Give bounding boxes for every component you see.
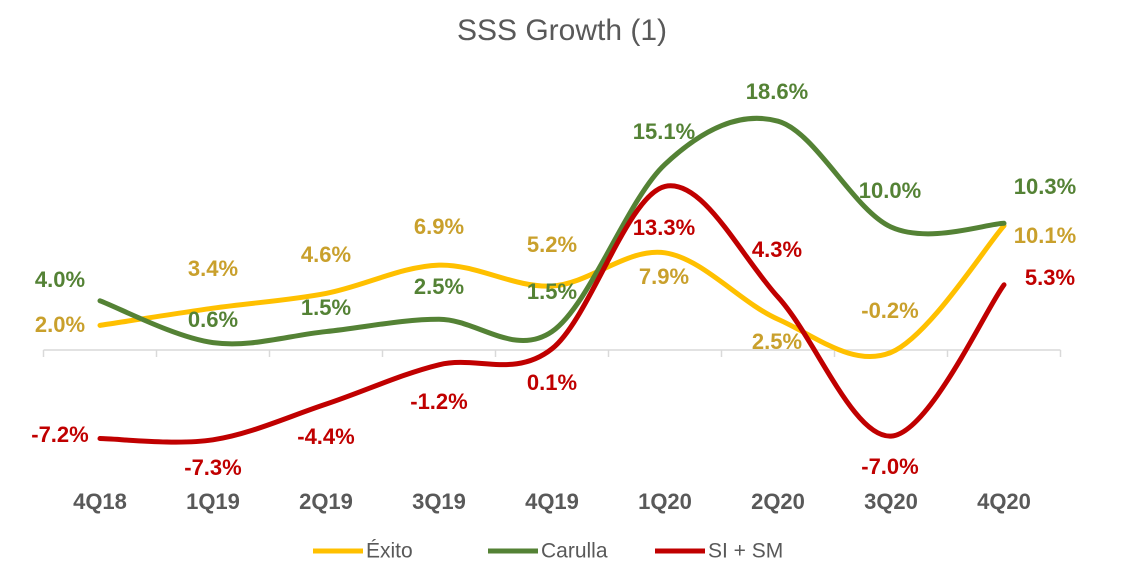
data-label: 5.2% [527, 232, 577, 257]
series-line [97, 115, 1007, 347]
data-label: 4.3% [752, 237, 802, 262]
data-label: 18.6% [746, 79, 808, 104]
series-line [97, 223, 1007, 360]
data-label: 7.9% [639, 264, 689, 289]
data-label: 10.0% [859, 178, 921, 203]
data-label: 1.5% [527, 279, 577, 304]
data-label: 13.3% [633, 215, 695, 240]
data-label: 2.5% [414, 274, 464, 299]
series-line [97, 183, 1007, 445]
x-tick-label: 2Q20 [751, 489, 805, 514]
data-label: -7.3% [184, 455, 241, 480]
legend-label: Carulla [541, 540, 608, 563]
x-tick-label: 4Q18 [73, 489, 127, 514]
data-label: 0.6% [188, 307, 238, 332]
x-tick-label: 3Q20 [864, 489, 918, 514]
data-label: -7.2% [31, 422, 88, 447]
x-tick-label: 1Q20 [638, 489, 692, 514]
data-label: -0.2% [861, 298, 918, 323]
data-label: 1.5% [301, 295, 351, 320]
data-label: 2.5% [752, 329, 802, 354]
data-label: -7.0% [861, 454, 918, 479]
x-tick-label: 3Q19 [412, 489, 466, 514]
data-label: 15.1% [633, 119, 695, 144]
data-label: 3.4% [188, 256, 238, 281]
data-label: 5.3% [1025, 265, 1075, 290]
data-label: 2.0% [35, 312, 85, 337]
x-tick-label: 1Q19 [186, 489, 240, 514]
legend-label: Éxito [366, 540, 413, 563]
x-tick-label: 2Q19 [299, 489, 353, 514]
chart-title: SSS Growth (1) [457, 14, 667, 47]
data-label: 10.3% [1014, 174, 1076, 199]
data-label: 4.0% [35, 267, 85, 292]
legend-label: SI + SM [708, 540, 783, 563]
data-label: 0.1% [527, 370, 577, 395]
data-label: -4.4% [297, 424, 354, 449]
data-label: 6.9% [414, 214, 464, 239]
x-tick-label: 4Q20 [977, 489, 1031, 514]
data-label: 4.6% [301, 242, 351, 267]
data-label: 10.1% [1014, 223, 1076, 248]
data-label: -1.2% [410, 389, 467, 414]
x-tick-label: 4Q19 [525, 489, 579, 514]
